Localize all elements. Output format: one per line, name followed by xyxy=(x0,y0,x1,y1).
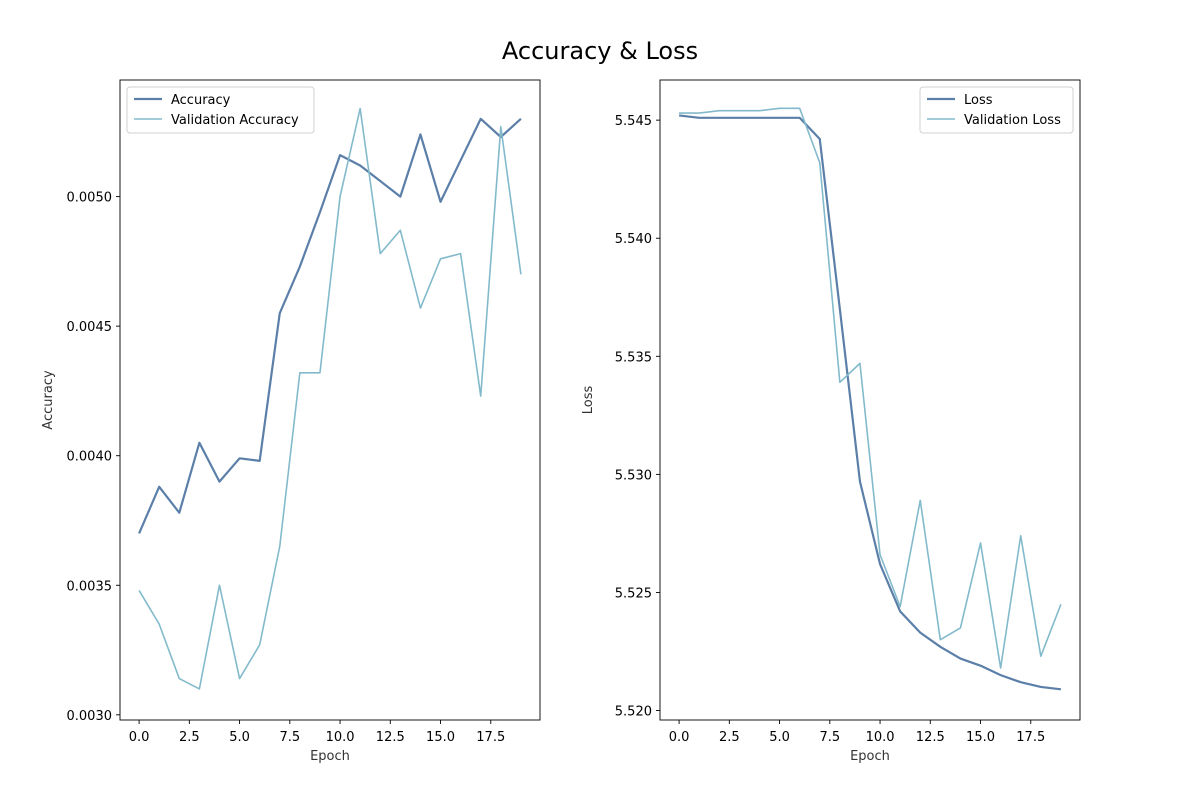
loss-y-tick-label: 5.530 xyxy=(615,468,652,483)
loss-y-axis-label: Loss xyxy=(581,386,596,415)
accuracy-y-tick-label: 0.0040 xyxy=(67,450,113,465)
accuracy-y-tick-label: 0.0045 xyxy=(67,320,113,335)
accuracy-series-line-validation xyxy=(138,107,522,690)
accuracy-x-tick-label: 12.5 xyxy=(376,730,405,745)
accuracy-y-tick-label: 0.0035 xyxy=(67,579,113,594)
accuracy-x-tick-label: 17.5 xyxy=(476,730,505,745)
loss-x-tick-label: 12.5 xyxy=(916,730,945,745)
accuracy-x-tick-label: 2.5 xyxy=(179,730,200,745)
loss-x-tick-label: 7.5 xyxy=(819,730,840,745)
figure-title: Accuracy & Loss xyxy=(502,37,698,65)
loss-legend-box xyxy=(919,86,1074,134)
loss-series-line-validation xyxy=(679,107,1062,669)
loss-y-tick-label: 5.545 xyxy=(615,114,652,129)
accuracy-legend-label-train: Accuracy xyxy=(171,93,231,108)
loss-y-tick-label: 5.520 xyxy=(615,705,652,720)
accuracy-y-tick-label: 0.0030 xyxy=(67,709,113,724)
loss-chart: 0.0 2.5 5.0 7.5 10.0 12.5 15.0 17.5 5.520 5.525 5.… xyxy=(581,79,1081,764)
loss-plot-frame xyxy=(659,79,1081,721)
loss-x-axis-label: Epoch xyxy=(850,749,890,764)
accuracy-chart: 0.0 2.5 5.0 7.5 10.0 12.5 15.0 17.5 0.0030 0.0035… xyxy=(41,79,541,764)
loss-y-tick-label: 5.525 xyxy=(615,586,652,601)
accuracy-legend-label-validation: Validation Accuracy xyxy=(171,113,299,128)
loss-x-tick-label: 2.5 xyxy=(719,730,740,745)
loss-x-tick-label: 5.0 xyxy=(769,730,790,745)
accuracy-x-tick-label: 5.0 xyxy=(229,730,250,745)
accuracy-plot-frame xyxy=(119,79,541,721)
loss-series-line-train xyxy=(678,114,1062,691)
loss-x-tick-label: 0.0 xyxy=(669,730,690,745)
accuracy-legend: Accuracy Validation Accuracy xyxy=(126,86,315,134)
accuracy-x-axis-label: Epoch xyxy=(310,749,350,764)
accuracy-x-tick-label: 15.0 xyxy=(426,730,455,745)
accuracy-y-tick-label: 0.0050 xyxy=(67,191,113,206)
accuracy-series-line-train xyxy=(138,117,522,534)
accuracy-legend-box xyxy=(126,86,315,134)
loss-x-tick-label: 17.5 xyxy=(1016,730,1045,745)
accuracy-y-axis-label: Accuracy xyxy=(41,370,56,430)
loss-x-tick-label: 15.0 xyxy=(966,730,995,745)
loss-legend: Loss Validation Loss xyxy=(919,86,1074,134)
loss-legend-label-validation: Validation Loss xyxy=(964,113,1061,128)
accuracy-x-tick-label: 7.5 xyxy=(279,730,300,745)
loss-y-tick-label: 5.540 xyxy=(615,232,652,247)
loss-y-tick-label: 5.535 xyxy=(615,350,652,365)
accuracy-x-tick-label: 0.0 xyxy=(129,730,150,745)
loss-x-tick-label: 10.0 xyxy=(866,730,895,745)
loss-legend-label-train: Loss xyxy=(964,93,993,108)
accuracy-x-tick-label: 10.0 xyxy=(326,730,355,745)
